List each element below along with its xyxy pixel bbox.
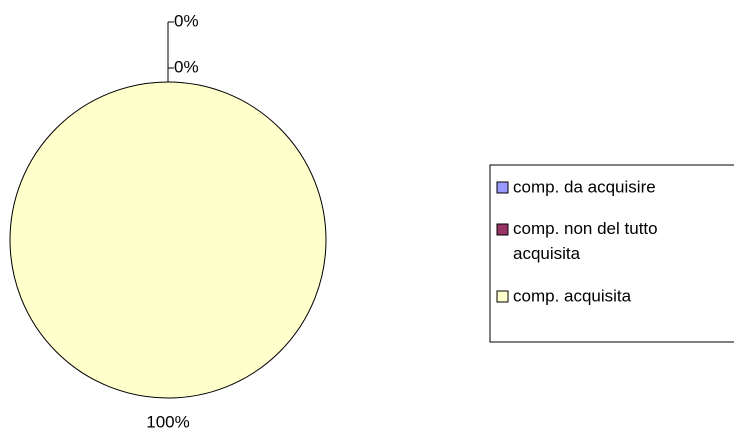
legend-box xyxy=(489,164,734,343)
legend-label: comp. da acquisire xyxy=(513,177,656,196)
data-label: 0% xyxy=(174,57,199,76)
legend-swatch xyxy=(496,223,509,236)
data-label: 0% xyxy=(174,11,199,30)
data-label: 100% xyxy=(146,412,189,431)
legend-label: comp. non del tutto acquisita xyxy=(513,219,658,263)
legend-swatch xyxy=(496,290,509,303)
legend-label: comp. acquisita xyxy=(513,286,632,305)
legend-line: acquisita xyxy=(513,244,581,263)
legend-swatch xyxy=(496,181,509,194)
legend-line: comp. non del tutto xyxy=(513,219,658,238)
pie-slice xyxy=(9,81,327,399)
